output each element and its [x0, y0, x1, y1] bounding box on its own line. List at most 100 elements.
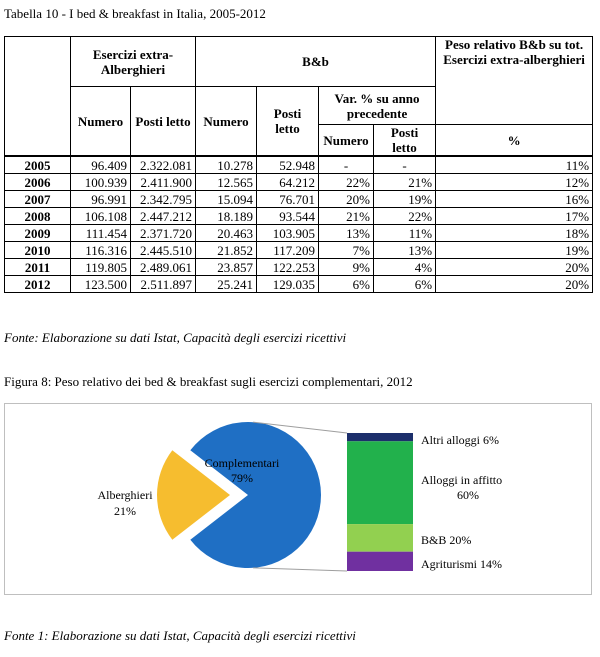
- table-row: 2008 106.108 2.447.212 18.189 93.544 21% 22% 17…: [4, 207, 594, 225]
- cell-var-numero: 21%: [318, 207, 375, 225]
- table-row: 2011 119.805 2.489.061 23.857 122.253 9% 4% 20%: [4, 258, 594, 276]
- cell-extra-numero: 106.108: [70, 207, 131, 225]
- table-row: 2006 100.939 2.411.900 12.565 64.212 22% 21% 12…: [4, 173, 594, 191]
- cell-extra-posti: 2.342.795: [129, 190, 197, 208]
- cell-bb-posti: 52.948: [256, 155, 320, 174]
- cell-extra-numero: 116.316: [70, 241, 131, 259]
- year-cell: 2005: [4, 155, 71, 174]
- header-var: Var. % su anno precedente: [318, 86, 437, 125]
- header-extra-posti: Posti letto: [129, 86, 197, 157]
- cell-extra-posti: 2.411.900: [129, 173, 197, 191]
- table-row: 2012 123.500 2.511.897 25.241 129.035 6% 6% 20%: [4, 275, 594, 293]
- cell-bb-posti: 93.544: [256, 207, 320, 225]
- pie-of-bar-chart: Altri alloggi 6% Alloggi in affitto 60% B&B…: [97, 421, 502, 572]
- cell-extra-posti: 2.322.081: [129, 155, 197, 174]
- year-cell: 2011: [4, 258, 71, 276]
- table-row: 2010 116.316 2.445.510 21.852 117.209 7% 13% 19…: [4, 241, 594, 259]
- header-extra-numero: Numero: [70, 86, 131, 157]
- cell-extra-numero: 100.939: [70, 173, 131, 191]
- cell-bb-posti: 76.701: [256, 190, 320, 208]
- table-row: 2009 111.454 2.371.720 20.463 103.905 13% 11% 1…: [4, 224, 594, 242]
- cell-bb-posti: 103.905: [256, 224, 320, 242]
- header-bb: B&b: [195, 36, 437, 87]
- pie-slice-alberghieri: [157, 450, 230, 540]
- year-cell: 2010: [4, 241, 71, 259]
- year-cell: 2007: [4, 190, 71, 208]
- header-extra: Esercizi extra-Alberghieri: [69, 36, 197, 87]
- cell-peso: 16%: [435, 190, 594, 208]
- cell-extra-posti: 2.371.720: [129, 224, 197, 242]
- bar-segment-3: [347, 551, 413, 571]
- cell-peso: 20%: [435, 258, 594, 276]
- cell-var-posti: 19%: [373, 190, 437, 208]
- bar-segment-1: [347, 441, 413, 525]
- cell-bb-numero: 15.094: [195, 190, 258, 208]
- segment-label-altri: Altri alloggi 6%: [421, 433, 499, 447]
- table-caption: Tabella 10 - I bed & breakfast in Italia…: [4, 6, 266, 21]
- header-var-numero: Numero: [318, 124, 375, 157]
- pie-label-alberghieri: Alberghieri: [97, 488, 153, 502]
- table-row: 2007 96.991 2.342.795 15.094 76.701 20% 19% 16%: [4, 190, 594, 208]
- cell-bb-posti: 122.253: [256, 258, 320, 276]
- cell-peso: 11%: [435, 155, 594, 174]
- pie-value-alberghieri: 21%: [114, 504, 136, 518]
- cell-var-numero: 6%: [318, 275, 375, 293]
- cell-extra-posti: 2.445.510: [129, 241, 197, 259]
- cell-bb-numero: 23.857: [195, 258, 258, 276]
- cell-extra-numero: 119.805: [70, 258, 131, 276]
- segment-label-affitto: Alloggi in affitto 60%: [421, 473, 502, 502]
- header-var-posti: Posti letto: [373, 124, 437, 157]
- cell-var-posti: 21%: [373, 173, 437, 191]
- cell-extra-posti: 2.511.897: [129, 275, 197, 293]
- cell-var-numero: 20%: [318, 190, 375, 208]
- figure-source: Fonte 1: Elaborazione su dati Istat, Cap…: [4, 628, 356, 643]
- bar-segment-2: [347, 524, 413, 552]
- header-peso: Peso relativo B&b su tot. Esercizi extra…: [435, 36, 594, 125]
- cell-var-numero: 13%: [318, 224, 375, 242]
- cell-extra-numero: 111.454: [70, 224, 131, 242]
- bar-segment-0: [347, 433, 413, 442]
- cell-var-posti: -: [373, 155, 437, 174]
- cell-extra-numero: 96.409: [70, 155, 131, 174]
- segment-label-agriturismi: Agriturismi 14%: [421, 557, 502, 571]
- cell-peso: 12%: [435, 173, 594, 191]
- cell-bb-numero: 12.565: [195, 173, 258, 191]
- cell-bb-numero: 21.852: [195, 241, 258, 259]
- cell-var-posti: 13%: [373, 241, 437, 259]
- cell-bb-numero: 25.241: [195, 275, 258, 293]
- connector-top: [253, 421, 348, 434]
- corner-cell: [4, 36, 71, 157]
- cell-var-posti: 4%: [373, 258, 437, 276]
- cell-bb-posti: 64.212: [256, 173, 320, 191]
- year-cell: 2012: [4, 275, 71, 293]
- cell-extra-numero: 96.991: [70, 190, 131, 208]
- cell-bb-numero: 10.278: [195, 155, 258, 174]
- year-cell: 2009: [4, 224, 71, 242]
- table-row: 2005 96.409 2.322.081 10.278 52.948- -11%: [4, 155, 594, 174]
- cell-peso: 19%: [435, 241, 594, 259]
- year-cell: 2008: [4, 207, 71, 225]
- segment-label-bb: B&B 20%: [421, 533, 471, 547]
- year-cell: 2006: [4, 173, 71, 191]
- cell-extra-posti: 2.447.212: [129, 207, 197, 225]
- data-table: Esercizi extra-Alberghieri B&b Peso rela…: [4, 36, 594, 293]
- cell-var-numero: 7%: [318, 241, 375, 259]
- pie-slice-complementari: [190, 422, 321, 568]
- cell-var-posti: 11%: [373, 224, 437, 242]
- table-source: Fonte: Elaborazione su dati Istat, Capac…: [4, 330, 347, 345]
- cell-peso: 20%: [435, 275, 594, 293]
- header-percent: %: [435, 124, 594, 157]
- cell-var-numero: -: [318, 155, 375, 174]
- cell-bb-posti: 117.209: [256, 241, 320, 259]
- cell-peso: 18%: [435, 224, 594, 242]
- figure-caption: Figura 8: Peso relativo dei bed & breakf…: [4, 374, 413, 389]
- connector-bottom: [253, 567, 348, 572]
- chart-container: Altri alloggi 6% Alloggi in affitto 60% B&B…: [4, 403, 592, 595]
- cell-bb-posti: 129.035: [256, 275, 320, 293]
- cell-var-numero: 9%: [318, 258, 375, 276]
- cell-var-posti: 22%: [373, 207, 437, 225]
- pie-value-complementari: 79%: [231, 471, 253, 485]
- cell-extra-numero: 123.500: [70, 275, 131, 293]
- cell-var-numero: 22%: [318, 173, 375, 191]
- cell-bb-numero: 20.463: [195, 224, 258, 242]
